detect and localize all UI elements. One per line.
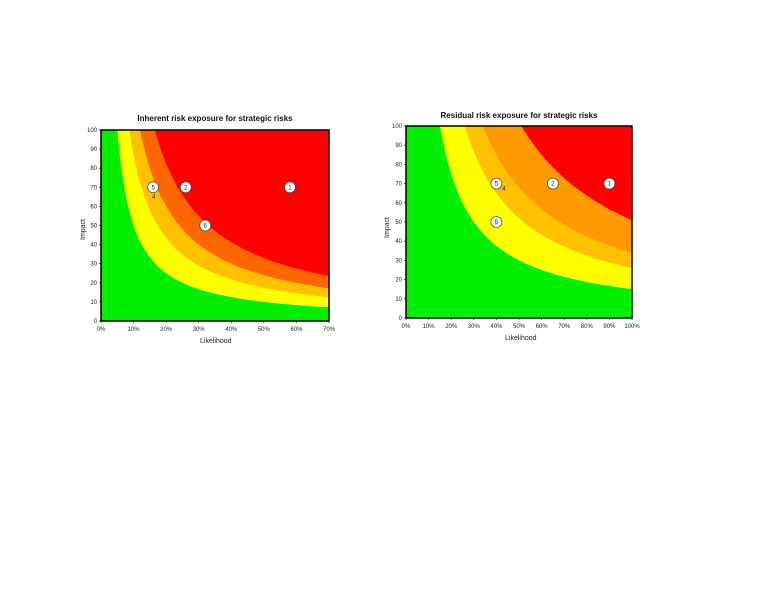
band-low xyxy=(406,126,632,318)
y-tick-label: 30 xyxy=(395,258,402,264)
inherent-risk-chart: Inherent risk exposure for strategic ris… xyxy=(80,114,336,345)
risk-marker: 6 xyxy=(490,216,503,228)
svg-text:1: 1 xyxy=(288,185,292,191)
risk-marker: 2 xyxy=(179,181,192,194)
x-tick-label: 10% xyxy=(423,324,436,330)
x-tick-label: 0% xyxy=(97,327,106,333)
y-tick-label: 0 xyxy=(94,319,98,325)
svg-text:1: 1 xyxy=(608,182,612,188)
risk-marker: 6 xyxy=(199,219,212,232)
y-tick-label: 50 xyxy=(395,220,402,226)
x-tick-label: 70% xyxy=(558,324,571,330)
svg-text:4: 4 xyxy=(502,187,506,193)
y-tick-label: 100 xyxy=(392,124,403,130)
y-tick-label: 20 xyxy=(395,278,402,284)
y-tick-label: 40 xyxy=(90,243,97,249)
x-tick-label: 50% xyxy=(258,327,271,333)
y-tick-label: 60 xyxy=(395,201,402,207)
svg-text:4: 4 xyxy=(152,194,156,200)
band-low xyxy=(101,130,329,321)
y-tick-label: 60 xyxy=(90,204,97,210)
y-tick-label: 90 xyxy=(90,147,97,153)
x-tick-label: 30% xyxy=(468,324,481,330)
x-axis-label: Likelihood xyxy=(200,338,232,345)
risk-marker: 54 xyxy=(147,181,159,200)
x-tick-label: 40% xyxy=(225,327,238,333)
x-tick-label: 60% xyxy=(290,327,303,333)
y-tick-label: 50 xyxy=(90,224,97,230)
svg-text:6: 6 xyxy=(204,224,208,230)
x-tick-label: 80% xyxy=(581,324,594,330)
y-tick-label: 80 xyxy=(90,166,97,172)
risk-marker: 2 xyxy=(547,177,559,190)
risk-heatmap-plot: 0% 10% 20% 30% 40% 50% 60% 70% 0 10 20 30 40 50 60 70 80… xyxy=(87,128,336,333)
y-tick-label: 40 xyxy=(395,239,402,245)
y-tick-label: 70 xyxy=(395,182,402,188)
y-tick-label: 100 xyxy=(87,128,98,134)
risk-marker: 1 xyxy=(284,181,296,194)
x-tick-label: 70% xyxy=(323,327,336,333)
y-tick-label: 80 xyxy=(395,162,402,168)
svg-text:6: 6 xyxy=(495,220,499,226)
x-tick-label: 30% xyxy=(193,327,206,333)
risk-marker: 54 xyxy=(490,177,506,193)
x-tick-label: 90% xyxy=(603,324,616,330)
x-tick-label: 0% xyxy=(402,324,411,330)
x-tick-label: 20% xyxy=(445,324,458,330)
x-tick-label: 40% xyxy=(490,324,503,330)
svg-text:2: 2 xyxy=(184,185,188,191)
chart-title: Inherent risk exposure for strategic ris… xyxy=(137,114,293,123)
x-axis-label: Likelihood xyxy=(505,335,537,342)
svg-text:2: 2 xyxy=(551,182,555,188)
y-tick-label: 70 xyxy=(90,185,97,191)
x-tick-label: 20% xyxy=(160,327,173,333)
svg-text:5: 5 xyxy=(495,182,499,188)
x-tick-label: 100% xyxy=(624,324,640,330)
y-tick-label: 0 xyxy=(399,316,403,322)
y-tick-label: 20 xyxy=(90,281,97,287)
x-tick-label: 10% xyxy=(128,327,141,333)
y-tick-label: 10 xyxy=(395,297,402,303)
x-tick-label: 50% xyxy=(513,324,526,330)
y-tick-label: 30 xyxy=(90,262,97,268)
y-tick-label: 90 xyxy=(395,143,402,149)
svg-text:5: 5 xyxy=(151,185,155,191)
x-tick-label: 60% xyxy=(536,324,549,330)
chart-title: Residual risk exposure for strategic ris… xyxy=(440,111,598,120)
y-tick-label: 10 xyxy=(90,300,97,306)
risk-marker: 1 xyxy=(603,177,616,190)
